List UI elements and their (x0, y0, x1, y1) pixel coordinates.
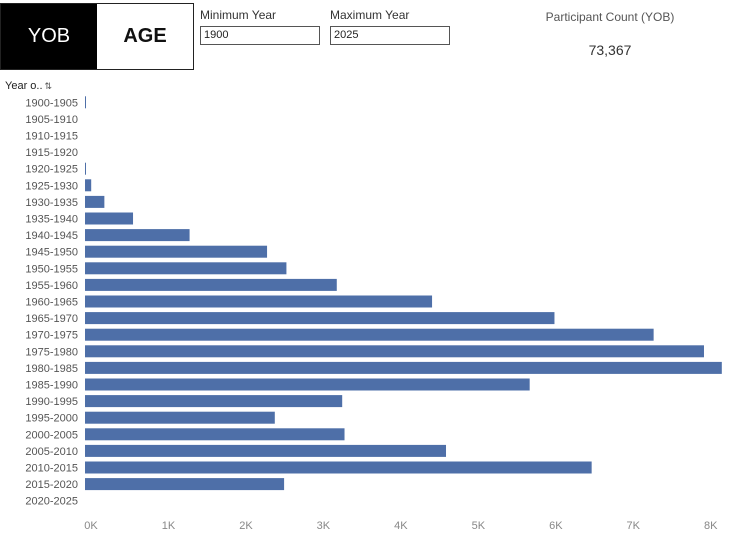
max-year-input[interactable] (330, 25, 450, 45)
bar[interactable] (85, 461, 592, 474)
min-year-input[interactable] (200, 25, 320, 45)
bar[interactable] (85, 428, 345, 441)
bar[interactable] (85, 179, 92, 192)
bar[interactable] (85, 278, 337, 291)
x-tick-label: 6K (549, 520, 563, 532)
category-label: 1995-2000 (25, 413, 78, 425)
bar[interactable] (85, 245, 268, 258)
bar[interactable] (85, 212, 134, 225)
category-label: 2020-2025 (25, 496, 78, 508)
yob-age-toggle: YOB AGE (0, 3, 194, 70)
category-label: 2015-2020 (25, 479, 78, 491)
category-label: 1910-1915 (25, 131, 78, 143)
x-tick-label: 0K (84, 520, 98, 532)
bar[interactable] (85, 312, 555, 325)
category-label: 1915-1920 (25, 147, 78, 159)
x-tick-label: 1K (162, 520, 176, 532)
category-label: 2005-2010 (25, 446, 78, 458)
category-label: 1950-1955 (25, 263, 78, 275)
category-label: 1940-1945 (25, 230, 78, 242)
category-label: 1970-1975 (25, 330, 78, 342)
max-year-label: Maximum Year (330, 8, 410, 22)
bar[interactable] (85, 96, 86, 109)
category-label: 1975-1980 (25, 346, 78, 358)
bar[interactable] (85, 411, 275, 424)
x-tick-label: 5K (472, 520, 486, 532)
category-label: 1990-1995 (25, 396, 78, 408)
bar[interactable] (85, 262, 287, 275)
x-tick-label: 4K (394, 520, 408, 532)
category-label: 1935-1940 (25, 214, 78, 226)
bar[interactable] (85, 361, 722, 374)
bar[interactable] (85, 444, 447, 457)
category-label: 1930-1935 (25, 197, 78, 209)
y-axis-header-label: Year o.. (5, 80, 43, 92)
bar[interactable] (85, 378, 530, 391)
x-tick-label: 8K (704, 520, 718, 532)
category-label: 1955-1960 (25, 280, 78, 292)
min-year-filter: Minimum Year (200, 8, 320, 45)
x-tick-label: 3K (317, 520, 331, 532)
x-tick-label: 2K (239, 520, 253, 532)
participant-count-card: Participant Count (YOB) 73,367 (520, 10, 700, 58)
category-label: 1920-1925 (25, 164, 78, 176)
category-label: 1960-1965 (25, 297, 78, 309)
age-toggle-button[interactable]: AGE (97, 4, 193, 69)
bar[interactable] (85, 295, 433, 308)
y-axis-header[interactable]: Year o.. ⇅ (5, 80, 52, 92)
category-label: 1905-1910 (25, 114, 78, 126)
category-label: 2010-2015 (25, 463, 78, 475)
bar[interactable] (85, 229, 190, 242)
participant-count-title: Participant Count (YOB) (545, 10, 675, 24)
category-label: 1965-1970 (25, 313, 78, 325)
sort-icon[interactable]: ⇅ (44, 81, 53, 91)
category-label: 1985-1990 (25, 380, 78, 392)
category-label: 1945-1950 (25, 247, 78, 259)
category-label: 1900-1905 (25, 97, 78, 109)
min-year-label: Minimum Year (200, 8, 277, 22)
x-tick-label: 7K (627, 520, 641, 532)
bar[interactable] (85, 345, 704, 358)
bar[interactable] (85, 162, 86, 175)
bar[interactable] (85, 478, 285, 491)
bar[interactable] (85, 395, 343, 408)
bar[interactable] (85, 328, 654, 341)
participant-count-value: 73,367 (588, 42, 632, 58)
bar[interactable] (85, 195, 105, 208)
category-label: 1925-1930 (25, 180, 78, 192)
category-label: 1980-1985 (25, 363, 78, 375)
max-year-filter: Maximum Year (330, 8, 450, 45)
yob-toggle-button[interactable]: YOB (1, 4, 97, 69)
category-label: 2000-2005 (25, 429, 78, 441)
